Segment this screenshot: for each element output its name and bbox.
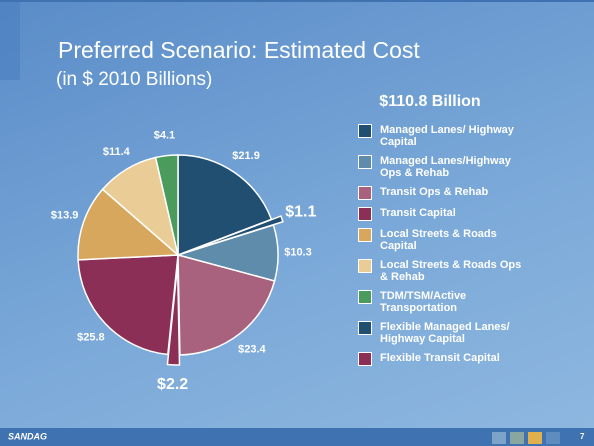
data-label: $2.2 [157,376,188,393]
legend-label: Managed Lanes/Highway Ops & Rehab [380,155,511,179]
data-label: $23.4 [238,343,266,355]
legend-swatch [358,186,372,200]
legend: Managed Lanes/ Highway Capital Managed La… [358,124,573,373]
chart-title: Preferred Scenario: Estimated Cost [58,37,420,63]
pie-slice [154,154,179,256]
legend-item: Flexible Transit Capital [358,352,573,366]
footer-bar [0,428,594,446]
decor [0,0,594,2]
legend-swatch [358,352,372,366]
decor [546,432,560,444]
decor [0,0,20,80]
data-label: $11.4 [103,146,131,158]
pie-slice [77,188,180,261]
logo: SANDAG [8,431,47,441]
legend-swatch [358,228,372,242]
legend-label: Local Streets & Roads Ops & Rehab [380,259,522,283]
data-label: $1.1 [285,204,316,221]
decor [510,432,524,444]
legend-swatch [358,207,372,221]
legend-item: Managed Lanes/Highway Ops & Rehab [358,155,573,179]
legend-item: Local Streets & Roads Capital [358,228,573,252]
legend-item: Transit Ops & Rehab [358,186,573,200]
chart-subtitle: (in $ 2010 Billions) [56,69,212,90]
pie-slice [166,264,181,366]
pie-slice [177,254,276,356]
page-number: 7 [580,432,585,441]
legend-label: Local Streets & Roads Capital [380,228,497,252]
legend-item: Transit Capital [358,207,573,221]
legend-label: Flexible Managed Lanes/ Highway Capital [380,321,510,345]
pie-slice [177,154,273,257]
data-label: $21.9 [232,150,260,162]
legend-swatch [358,321,372,335]
legend-label: Flexible Transit Capital [380,352,500,364]
legend-swatch [358,155,372,169]
data-label: $25.8 [77,331,105,343]
legend-swatch [358,290,372,304]
legend-swatch [358,124,372,138]
data-label: $10.3 [284,246,312,258]
legend-label: Transit Ops & Rehab [380,186,489,198]
legend-label: Transit Capital [380,207,456,219]
data-label: $13.9 [51,210,79,222]
data-label: $4.1 [154,130,175,142]
pie-slice [187,215,284,253]
legend-item: Local Streets & Roads Ops & Rehab [358,259,573,283]
pie-slice [77,254,179,356]
legend-item: Flexible Managed Lanes/ Highway Capital [358,321,573,345]
legend-label: Managed Lanes/ Highway Capital [380,124,514,148]
total-annotation: $110.8 Billion [379,93,480,110]
legend-item: TDM/TSM/Active Transportation [358,290,573,314]
decor [528,432,542,444]
legend-item: Managed Lanes/ Highway Capital [358,124,573,148]
decor [492,432,506,444]
legend-swatch [358,259,372,273]
legend-label: TDM/TSM/Active Transportation [380,290,467,314]
